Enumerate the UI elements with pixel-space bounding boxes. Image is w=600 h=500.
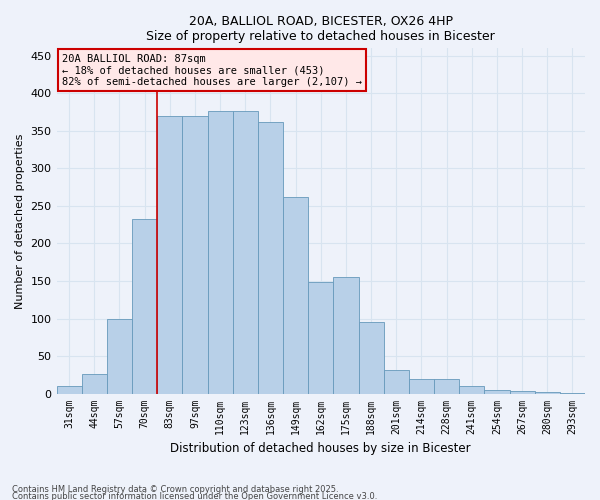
Bar: [535, 392, 560, 394]
Bar: [459, 386, 484, 394]
Y-axis label: Number of detached properties: Number of detached properties: [15, 134, 25, 308]
Bar: [132, 220, 157, 394]
Bar: [560, 393, 585, 394]
Text: Contains HM Land Registry data © Crown copyright and database right 2025.: Contains HM Land Registry data © Crown c…: [12, 486, 338, 494]
Bar: [334, 277, 359, 394]
Bar: [182, 116, 208, 394]
Bar: [308, 282, 334, 394]
Bar: [283, 197, 308, 394]
Bar: [208, 112, 233, 394]
Bar: [484, 390, 509, 394]
Bar: [359, 322, 383, 394]
Bar: [409, 378, 434, 394]
Bar: [107, 318, 132, 394]
Title: 20A, BALLIOL ROAD, BICESTER, OX26 4HP
Size of property relative to detached hous: 20A, BALLIOL ROAD, BICESTER, OX26 4HP Si…: [146, 15, 495, 43]
Text: Contains public sector information licensed under the Open Government Licence v3: Contains public sector information licen…: [12, 492, 377, 500]
Bar: [258, 122, 283, 394]
Bar: [434, 378, 459, 394]
Bar: [509, 392, 535, 394]
Bar: [383, 370, 409, 394]
X-axis label: Distribution of detached houses by size in Bicester: Distribution of detached houses by size …: [170, 442, 471, 455]
Bar: [233, 112, 258, 394]
Text: 20A BALLIOL ROAD: 87sqm
← 18% of detached houses are smaller (453)
82% of semi-d: 20A BALLIOL ROAD: 87sqm ← 18% of detache…: [62, 54, 362, 86]
Bar: [82, 374, 107, 394]
Bar: [157, 116, 182, 394]
Bar: [56, 386, 82, 394]
